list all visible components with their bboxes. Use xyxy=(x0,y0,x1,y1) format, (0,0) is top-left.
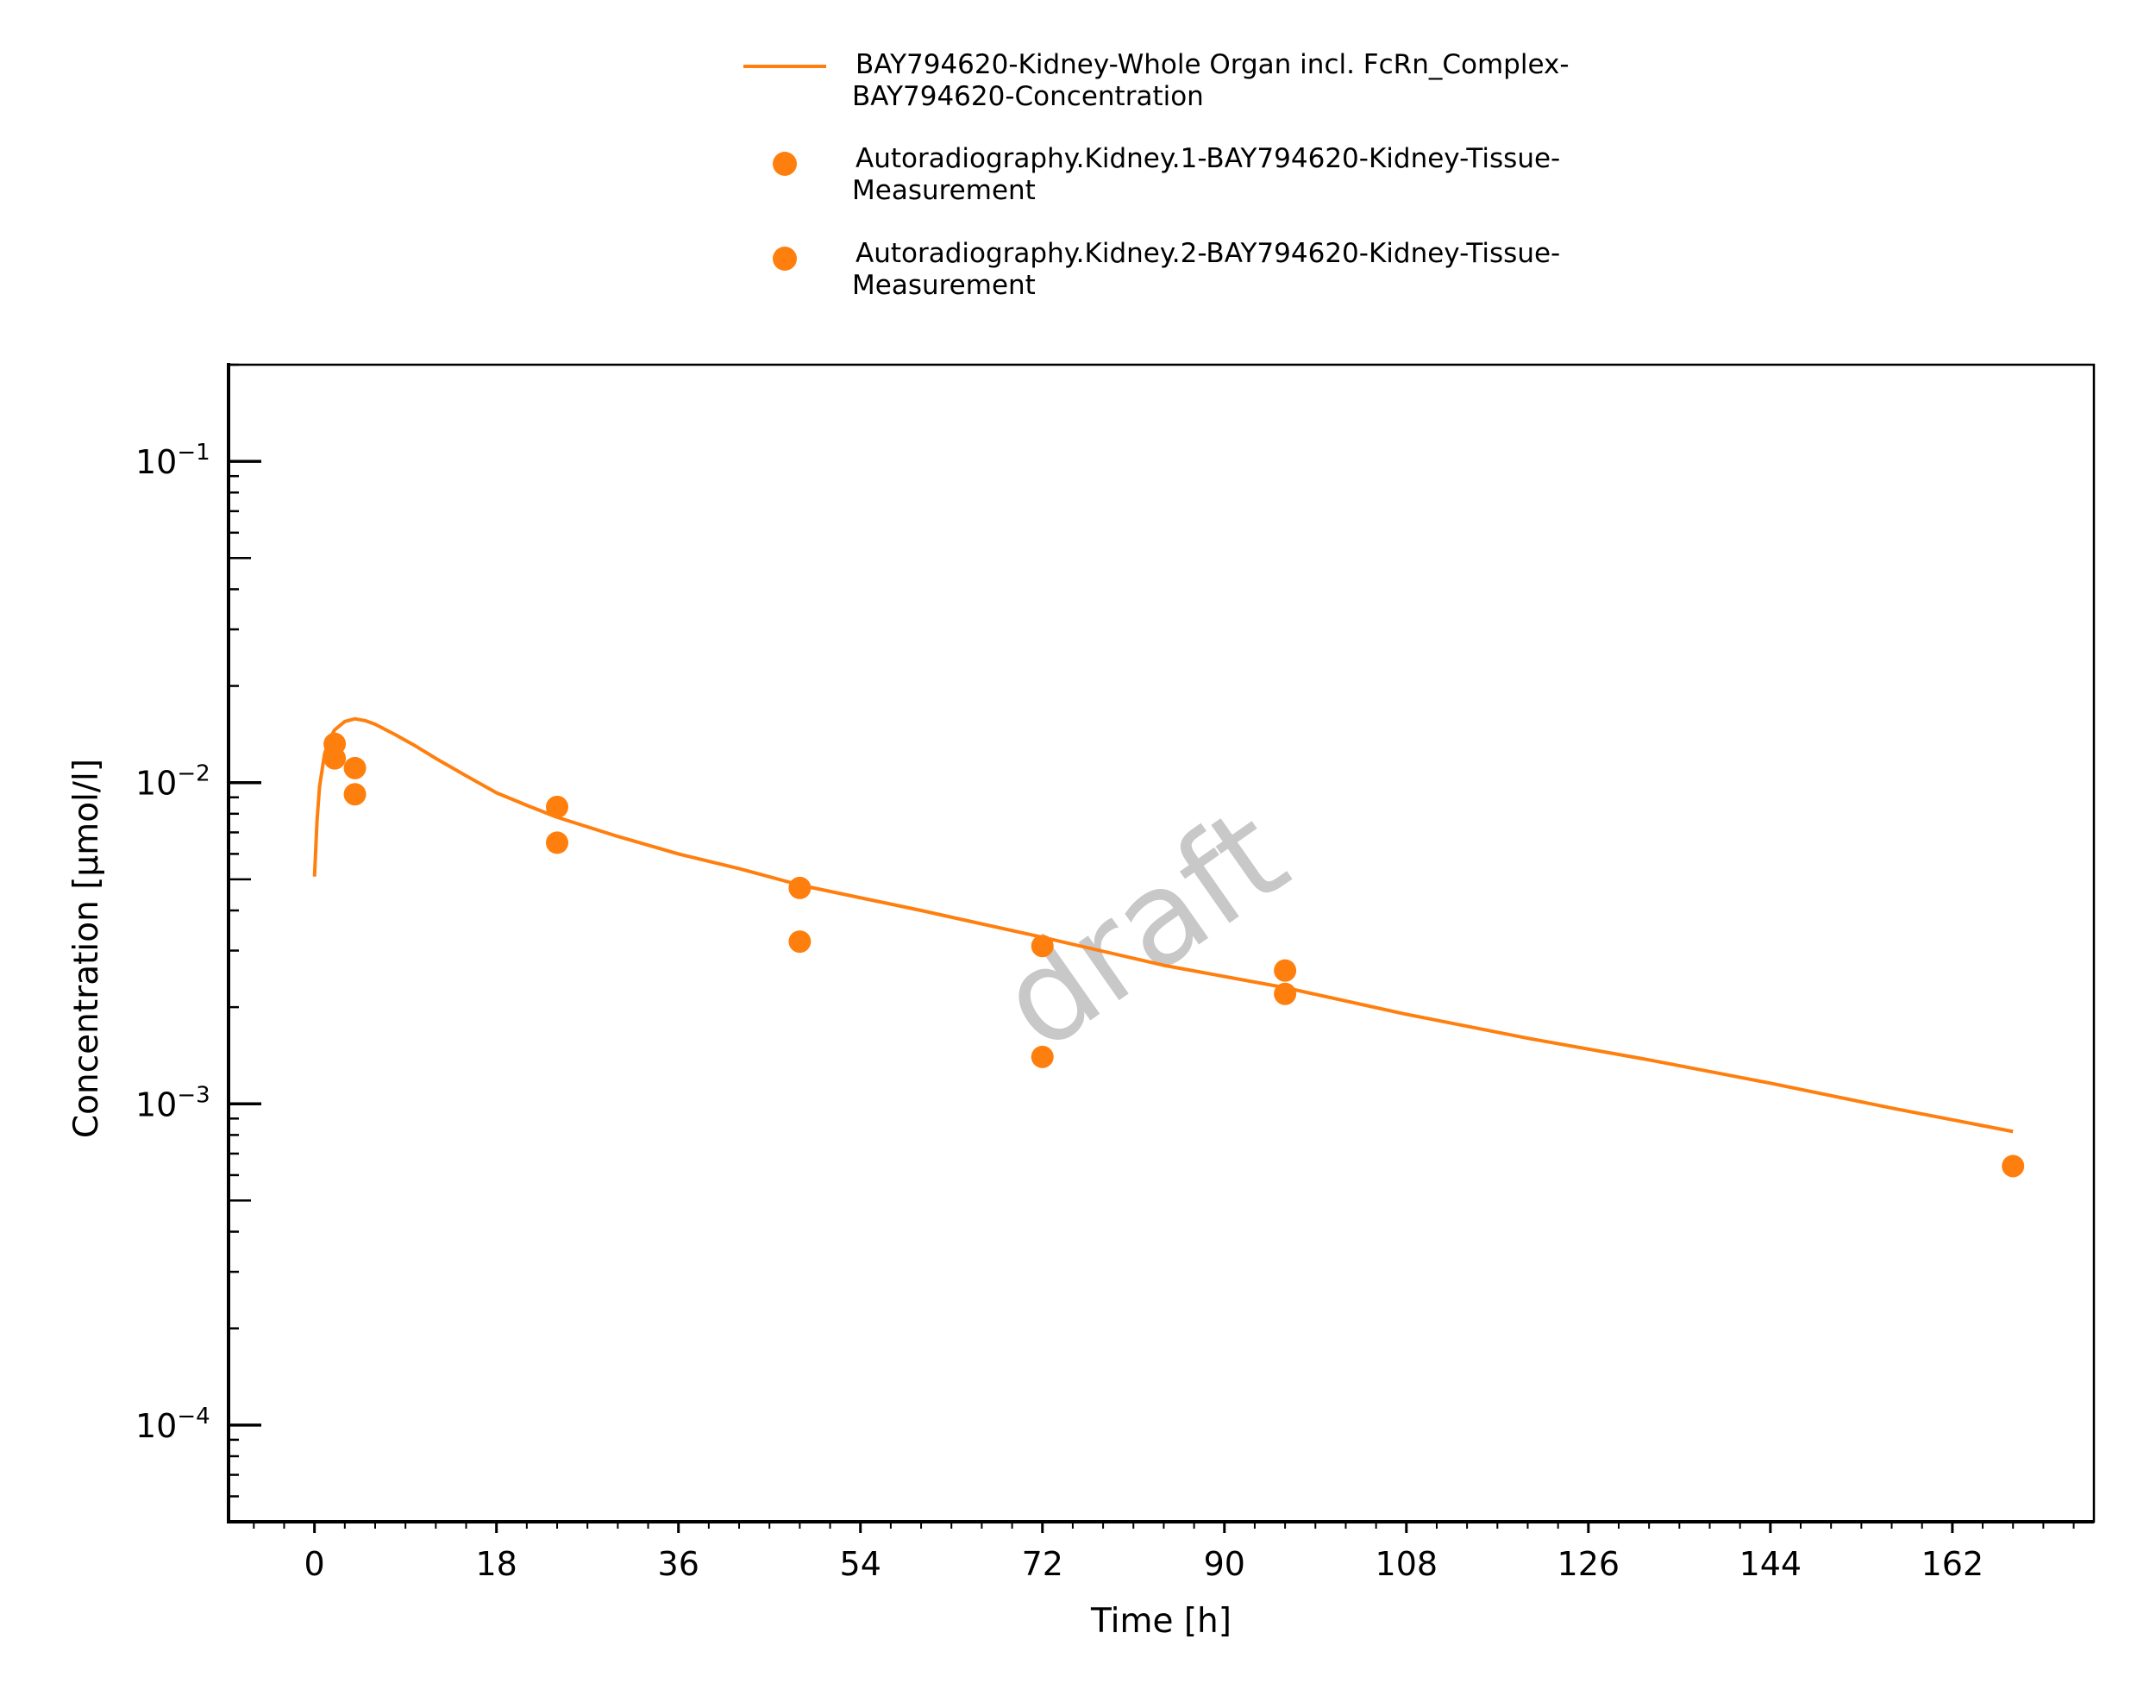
y-tick-base: 10 xyxy=(135,1085,177,1123)
legend-label-line: Measurement xyxy=(852,270,1036,301)
y-tick-base: 10 xyxy=(135,765,177,803)
legend-dot-marker xyxy=(773,247,797,271)
scatter-point-kidney-1 xyxy=(546,795,569,818)
scatter-point-kidney-1 xyxy=(343,756,367,779)
scatter-point-kidney-1 xyxy=(788,876,812,899)
legend-label-line: Autoradiography.Kidney.1-BAY794620-Kidne… xyxy=(856,143,1560,174)
scatter-point-kidney-2 xyxy=(1274,982,1297,1005)
x-tick-label: 36 xyxy=(658,1545,699,1583)
legend-label-line: Autoradiography.Kidney.2-BAY794620-Kidne… xyxy=(856,238,1560,269)
x-tick-label: 90 xyxy=(1204,1545,1245,1583)
scatter-point-kidney-2 xyxy=(788,930,812,954)
legend-label-line: Measurement xyxy=(852,175,1036,206)
x-tick-label: 0 xyxy=(304,1545,325,1583)
watermark-text: draft xyxy=(974,779,1313,1079)
series-layer xyxy=(312,716,2025,1178)
legend: BAY794620-Kidney-Whole Organ incl. FcRn_… xyxy=(743,49,1570,301)
scatter-point-kidney-2 xyxy=(546,831,569,854)
x-tick-label: 72 xyxy=(1022,1545,1063,1583)
y-axis-title: Concentration [µmol/l] xyxy=(67,759,106,1138)
y-tick-label: 10−4 xyxy=(135,1404,210,1445)
y-tick-label: 10−1 xyxy=(135,440,210,481)
y-tick-base: 10 xyxy=(135,443,177,481)
x-tick-label: 54 xyxy=(840,1545,881,1583)
y-tick-exponent: −1 xyxy=(177,440,210,466)
legend-label-line: BAY794620-Kidney-Whole Organ incl. FcRn_… xyxy=(856,49,1570,80)
series-line-simulation xyxy=(312,716,2014,1134)
x-tick-label: 162 xyxy=(1921,1545,1984,1583)
x-tick-label: 126 xyxy=(1557,1545,1620,1583)
x-tick-label: 108 xyxy=(1376,1545,1438,1583)
scatter-point-kidney-2 xyxy=(343,783,367,806)
x-tick-label: 18 xyxy=(475,1545,517,1583)
y-tick-label: 10−2 xyxy=(135,761,210,803)
watermark: draft xyxy=(974,779,1313,1079)
y-tick-label: 10−3 xyxy=(135,1082,210,1123)
scatter-point-kidney-2 xyxy=(1031,1045,1054,1068)
x-tick-label: 144 xyxy=(1739,1545,1802,1583)
y-tick-base: 10 xyxy=(135,1407,177,1445)
scatter-point-kidney-2 xyxy=(323,747,347,770)
scatter-point-kidney-1 xyxy=(1031,935,1054,958)
y-tick-exponent: −2 xyxy=(177,761,210,787)
legend-label-line: BAY794620-Concentration xyxy=(852,81,1204,112)
scatter-point-kidney-1 xyxy=(2002,1154,2025,1178)
scatter-point-kidney-1 xyxy=(1274,959,1297,982)
y-tick-exponent: −3 xyxy=(177,1082,210,1108)
y-tick-exponent: −4 xyxy=(177,1404,210,1430)
y-axis: 10−110−210−310−4 xyxy=(135,363,261,1523)
x-axis-title: Time [h] xyxy=(1090,1602,1232,1641)
x-axis: 0 18 36 54 72 90 108 126 144 162 xyxy=(227,1520,2094,1583)
legend-dot-marker xyxy=(773,152,797,176)
